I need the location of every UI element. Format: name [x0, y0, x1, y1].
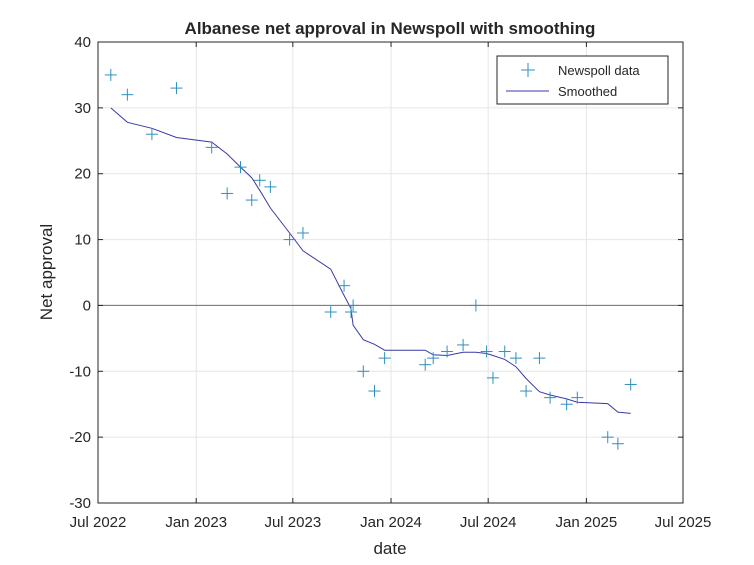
data-point — [544, 391, 557, 404]
data-point — [357, 365, 370, 378]
x-tick-label: Jul 2022 — [70, 514, 127, 531]
data-point — [205, 141, 218, 154]
legend-box — [496, 55, 669, 105]
data-point — [121, 88, 134, 101]
data-point — [221, 187, 234, 200]
x-tick-label: Jul 2025 — [655, 514, 712, 531]
x-tick-label: Jan 2025 — [556, 514, 618, 531]
axes-frame — [97, 41, 684, 504]
data-point — [378, 352, 391, 365]
data-point — [347, 299, 360, 312]
data-markers — [104, 68, 637, 450]
data-point — [324, 306, 337, 319]
data-point — [560, 398, 573, 411]
y-ticks: -30 -20 -10 0 10 20 30 40 — [69, 34, 683, 512]
y-tick-label: 10 — [74, 232, 91, 249]
data-point — [368, 385, 381, 398]
data-point — [283, 233, 296, 246]
x-tick-label: Jul 2023 — [264, 514, 321, 531]
x-tick-label: Jul 2024 — [460, 514, 517, 531]
data-point — [457, 338, 470, 351]
y-axis-label: Net approval — [37, 224, 56, 320]
data-point — [611, 437, 624, 450]
legend-label-newspoll-data: Newspoll data — [558, 63, 640, 78]
data-point — [441, 345, 454, 358]
data-point — [571, 391, 584, 404]
data-point — [469, 299, 482, 312]
data-point — [170, 82, 183, 95]
data-point — [145, 128, 158, 141]
data-point — [624, 378, 637, 391]
x-axis-label: date — [373, 539, 406, 558]
data-point — [498, 345, 511, 358]
x-tick-label: Jan 2024 — [360, 514, 422, 531]
legend-label-smoothed: Smoothed — [558, 84, 617, 99]
y-tick-label: 0 — [83, 297, 91, 314]
data-point — [533, 352, 546, 365]
data-point — [419, 358, 432, 371]
data-point — [338, 279, 351, 292]
y-tick-label: 40 — [74, 34, 91, 51]
data-point — [104, 68, 117, 81]
x-tick-label: Jan 2023 — [165, 514, 227, 531]
data-point — [296, 226, 309, 239]
y-tick-label: 20 — [74, 166, 91, 183]
data-point — [345, 306, 358, 319]
smoothed-line — [110, 107, 631, 414]
data-point — [253, 174, 266, 187]
data-point — [245, 194, 258, 207]
data-point — [480, 345, 493, 358]
chart-title: Albanese net approval in Newspoll with s… — [185, 19, 596, 38]
y-tick-label: -30 — [69, 495, 91, 512]
data-point — [509, 352, 522, 365]
data-point — [601, 431, 614, 444]
y-tick-label: -20 — [69, 429, 91, 446]
data-point — [234, 161, 247, 174]
legend: Newspoll data Smoothed — [496, 55, 669, 105]
data-point — [486, 371, 499, 384]
x-ticks: Jul 2022 Jan 2023 Jul 2023 Jan 2024 Jul 2024… — [70, 42, 712, 531]
y-tick-label: -10 — [69, 363, 91, 380]
legend-marker-sample — [521, 63, 535, 77]
plot-area — [98, 42, 683, 503]
data-point — [427, 352, 440, 365]
data-point — [264, 180, 277, 193]
y-tick-label: 30 — [74, 100, 91, 117]
data-point — [520, 385, 533, 398]
